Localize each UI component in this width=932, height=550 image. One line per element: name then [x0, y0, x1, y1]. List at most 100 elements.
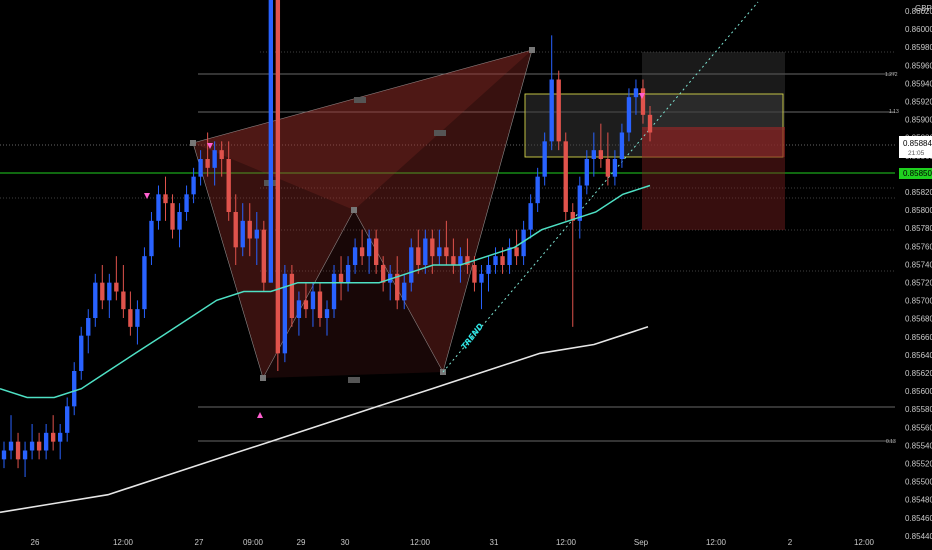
pattern-fill-lower — [263, 210, 443, 378]
y-tick-label: 0.86020 — [905, 7, 932, 16]
candle-bull — [79, 335, 84, 371]
candle-bear — [170, 203, 175, 230]
candle-bull — [549, 79, 554, 142]
stop-loss-near — [642, 127, 785, 157]
signal-markers — [144, 93, 645, 418]
take-profit-box — [524, 93, 784, 158]
x-tick-label: 26 — [31, 538, 40, 547]
candle-bear — [500, 256, 505, 265]
price-tag-value: 0.85884 — [903, 139, 932, 148]
candle-bull — [8, 441, 14, 451]
candle-bull — [149, 220, 154, 257]
fib-label-1272: 1.272 — [885, 72, 898, 78]
y-tick-label: 0.85780 — [905, 224, 932, 233]
y-tick-label: 0.85640 — [905, 351, 932, 360]
candle-bull — [423, 238, 428, 265]
candle-bear — [380, 265, 386, 283]
sell-signal-arrow — [639, 93, 645, 99]
y-tick-label: 0.85800 — [905, 206, 932, 215]
candle-bull — [591, 150, 597, 159]
y-tick-label: 0.85500 — [905, 478, 932, 487]
candle-bull — [388, 273, 393, 283]
candle-bear — [472, 265, 477, 283]
y-tick-label: 0.85600 — [905, 387, 932, 396]
candle-bear — [317, 291, 323, 318]
candle-bull — [507, 247, 512, 265]
candle-bull — [254, 229, 259, 239]
pattern-point — [260, 375, 266, 381]
candle-bear — [114, 282, 119, 292]
pattern-label-box — [354, 97, 366, 103]
x-tick-label: 2 — [788, 538, 793, 547]
y-tick-label: 0.85580 — [905, 405, 932, 414]
candle-bear — [275, 0, 281, 354]
candle-bull — [1, 450, 7, 460]
x-tick-label: 12:00 — [113, 538, 134, 547]
pattern-point — [351, 207, 357, 213]
candle-bear — [451, 256, 456, 265]
x-tick-label: Sep — [634, 538, 649, 547]
y-tick-label: 0.85740 — [905, 260, 932, 269]
candle-bear — [640, 88, 646, 115]
trendline — [442, 1, 759, 373]
candle-bear — [233, 212, 238, 248]
green-tag-bg — [899, 168, 932, 179]
candle-bear — [100, 282, 105, 301]
pattern-label-box — [348, 377, 360, 383]
candle-bull — [352, 247, 358, 265]
candle-bull — [107, 282, 112, 301]
candle-bear — [416, 247, 421, 265]
x-tick-label: 12:00 — [556, 538, 577, 547]
candle-bear — [163, 194, 168, 204]
candle-bull — [184, 194, 189, 212]
candle-bull — [331, 273, 337, 310]
candle-bear — [205, 159, 210, 168]
candle-bull — [493, 256, 498, 265]
y-tick-label: 0.85940 — [905, 79, 932, 88]
candle-bull — [29, 441, 35, 451]
candle-bull — [542, 141, 547, 177]
ema-long-line — [0, 326, 649, 514]
pattern-label-box — [434, 130, 446, 136]
pattern-point — [529, 47, 535, 53]
y-tick-label: 0.85700 — [905, 297, 932, 306]
x-tick-label: 30 — [341, 538, 350, 547]
y-tick-label: 0.85620 — [905, 369, 932, 378]
candle-bull — [619, 132, 625, 159]
candle-bull — [345, 265, 351, 283]
candle-bear — [247, 220, 252, 239]
candle-bull — [633, 88, 639, 98]
candle-bull — [135, 309, 140, 327]
candle-bull — [86, 318, 91, 336]
y-tick-label: 0.85520 — [905, 460, 932, 469]
candle-bull — [142, 256, 147, 310]
candle-bull — [310, 291, 316, 310]
candle-bear — [261, 229, 266, 283]
ema-short-line — [0, 184, 651, 399]
candle-bull — [22, 450, 28, 460]
trend-label: TREND — [459, 321, 485, 351]
candle-bull — [198, 159, 203, 177]
candle-bull — [612, 159, 618, 177]
harmonic-pattern — [190, 47, 535, 383]
x-tick-label: 12:00 — [854, 538, 875, 547]
candle-bull — [584, 159, 589, 186]
candle-bull — [528, 203, 533, 230]
y-tick-label: 0.85460 — [905, 514, 932, 523]
candle-bull — [43, 432, 49, 451]
candle-bull — [577, 185, 582, 221]
candle-bear — [430, 238, 435, 257]
fib-label-013: 0.13 — [886, 439, 896, 445]
candle-bear — [605, 159, 611, 177]
candle-bull — [626, 97, 632, 133]
y-tick-label: 0.86000 — [905, 25, 932, 34]
y-tick-label: 0.85980 — [905, 43, 932, 52]
candle-bear — [570, 212, 575, 221]
y-tick-label: 0.85900 — [905, 116, 932, 125]
candle-bull — [296, 300, 302, 318]
candle-bear — [50, 432, 56, 442]
candle-bull — [486, 265, 491, 274]
candle-bear — [15, 441, 21, 460]
